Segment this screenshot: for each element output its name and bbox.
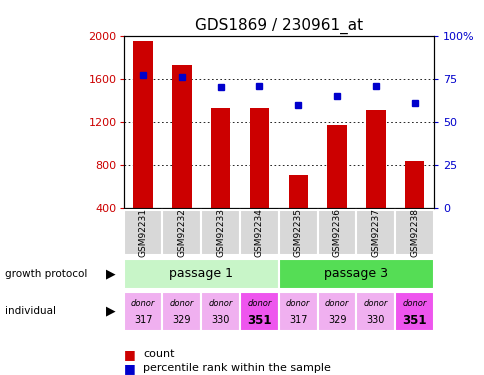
Text: 317: 317 — [288, 315, 307, 326]
Bar — [356, 292, 394, 331]
Title: GDS1869 / 230961_at: GDS1869 / 230961_at — [195, 18, 362, 34]
Text: 329: 329 — [327, 315, 346, 326]
Text: growth protocol: growth protocol — [5, 269, 87, 279]
Bar — [201, 292, 240, 331]
Bar — [133, 41, 152, 208]
Bar — [356, 210, 394, 255]
Bar — [327, 124, 346, 208]
Text: percentile rank within the sample: percentile rank within the sample — [143, 363, 330, 373]
Text: GSM92233: GSM92233 — [216, 208, 225, 257]
Bar — [404, 160, 424, 208]
Text: passage 1: passage 1 — [169, 267, 233, 280]
Bar — [288, 175, 307, 208]
Text: donor: donor — [131, 298, 155, 307]
Text: count: count — [143, 350, 174, 359]
Bar — [394, 210, 433, 255]
Bar — [278, 292, 317, 331]
Bar — [162, 210, 201, 255]
Bar — [123, 292, 162, 331]
Text: 351: 351 — [402, 314, 426, 327]
Text: donor: donor — [324, 298, 348, 307]
Text: donor: donor — [402, 298, 426, 307]
Text: 317: 317 — [134, 315, 152, 326]
Bar — [240, 210, 278, 255]
Bar — [123, 259, 278, 289]
Text: GSM92231: GSM92231 — [138, 208, 147, 257]
Text: ▶: ▶ — [106, 305, 115, 318]
Bar — [240, 292, 278, 331]
Text: donor: donor — [169, 298, 194, 307]
Text: ■: ■ — [123, 348, 139, 361]
Bar — [317, 210, 356, 255]
Bar — [394, 292, 433, 331]
Text: donor: donor — [286, 298, 310, 307]
Text: 330: 330 — [366, 315, 384, 326]
Text: individual: individual — [5, 306, 56, 316]
Text: GSM92237: GSM92237 — [371, 208, 379, 257]
Text: GSM92236: GSM92236 — [332, 208, 341, 257]
Bar — [162, 292, 201, 331]
Text: ▶: ▶ — [106, 267, 115, 280]
Text: donor: donor — [208, 298, 232, 307]
Bar — [317, 292, 356, 331]
Bar — [211, 108, 230, 208]
Text: 330: 330 — [211, 315, 229, 326]
Bar — [365, 110, 385, 208]
Text: 329: 329 — [172, 315, 191, 326]
Text: donor: donor — [363, 298, 387, 307]
Text: ■: ■ — [123, 362, 139, 375]
Text: 351: 351 — [247, 314, 271, 327]
Bar — [123, 210, 162, 255]
Text: GSM92238: GSM92238 — [409, 208, 418, 257]
Bar — [201, 210, 240, 255]
Bar — [172, 65, 191, 208]
Text: GSM92234: GSM92234 — [255, 208, 263, 257]
Text: passage 3: passage 3 — [324, 267, 388, 280]
Text: GSM92232: GSM92232 — [177, 208, 186, 257]
Bar — [278, 259, 433, 289]
Bar — [249, 108, 269, 208]
Text: donor: donor — [247, 298, 271, 307]
Text: GSM92235: GSM92235 — [293, 208, 302, 257]
Bar — [278, 210, 317, 255]
